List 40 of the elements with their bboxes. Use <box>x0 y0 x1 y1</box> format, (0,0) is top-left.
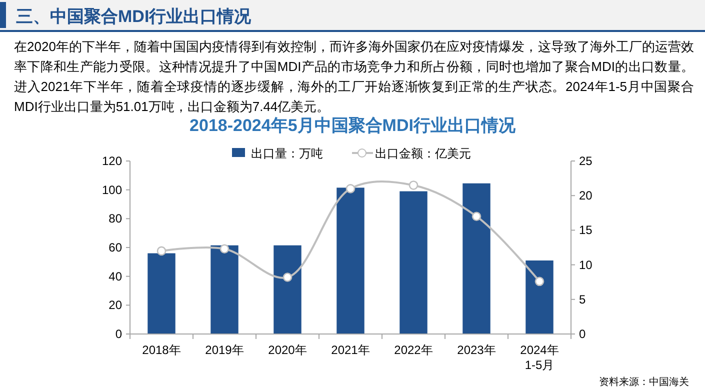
text: 在2020年的下半年，随着中国国内疫情得到有效控制，而许多海外国家仍在应对疫情爆发，这导致了海外工厂的运营效率下降和生产能力受限。这种情况提升了中国MDI产品的市场竞争力和所占份额，同时也增加了聚合MDI的出口数量。进入2021年下半年，随着全球疫情的逐步缓解，海外的工厂开始逐渐恢复到正常的生产状态。2024年1-5月中国聚合MDI行业出口量为51.01万吨，出口金额为7.44亿美元。 <box>14 38 694 116</box>
x-tick-label: 2019年 <box>205 343 244 357</box>
legend-label: 出口金额：亿美元 <box>375 146 471 160</box>
y-tick-label: 120 <box>102 154 122 168</box>
y2-tick-label: 15 <box>579 223 593 238</box>
bar <box>462 183 490 334</box>
bar <box>274 245 302 334</box>
point <box>282 272 292 282</box>
chart-title: 2018-2024年5月中国聚合MDI行业出口情况 <box>190 116 516 135</box>
y-tick-label: 60 <box>108 240 122 254</box>
point <box>346 184 356 194</box>
bar <box>210 245 238 334</box>
chart-subtitle: 三、中国聚合MDI行业出口情况 <box>16 7 252 26</box>
y-tick-label: 40 <box>108 269 122 284</box>
point <box>156 246 166 256</box>
bar <box>336 188 364 334</box>
y2-tick-label: 5 <box>579 292 586 306</box>
x-tick-label: 2018年 <box>142 343 181 357</box>
x-tick-label: 2021年 <box>331 343 370 357</box>
y2-tick-label: 0 <box>579 327 586 341</box>
point <box>472 212 482 222</box>
x-tick-label: 2023年 <box>457 343 496 357</box>
bar <box>400 191 428 334</box>
y2-tick-label: 10 <box>579 258 593 272</box>
point <box>220 244 230 254</box>
y-tick-label: 20 <box>108 298 122 312</box>
y2-tick-label: 25 <box>579 154 593 168</box>
legend-label: 出口量：万吨 <box>251 146 323 160</box>
y-tick-label: 0 <box>115 327 122 341</box>
y-tick-label: 80 <box>108 212 122 226</box>
bar <box>526 260 554 334</box>
point <box>534 276 544 286</box>
x-tick-label: 2020年 <box>268 343 307 357</box>
y-tick-label: 100 <box>102 182 122 197</box>
text: 资料来源：中国海关 <box>599 376 689 388</box>
x-tick-label: 2022年 <box>394 343 433 357</box>
point <box>408 180 418 190</box>
bar <box>148 253 176 334</box>
y2-tick-label: 20 <box>579 188 593 203</box>
x-tick-label: 2024年 1-5月 <box>520 343 559 372</box>
